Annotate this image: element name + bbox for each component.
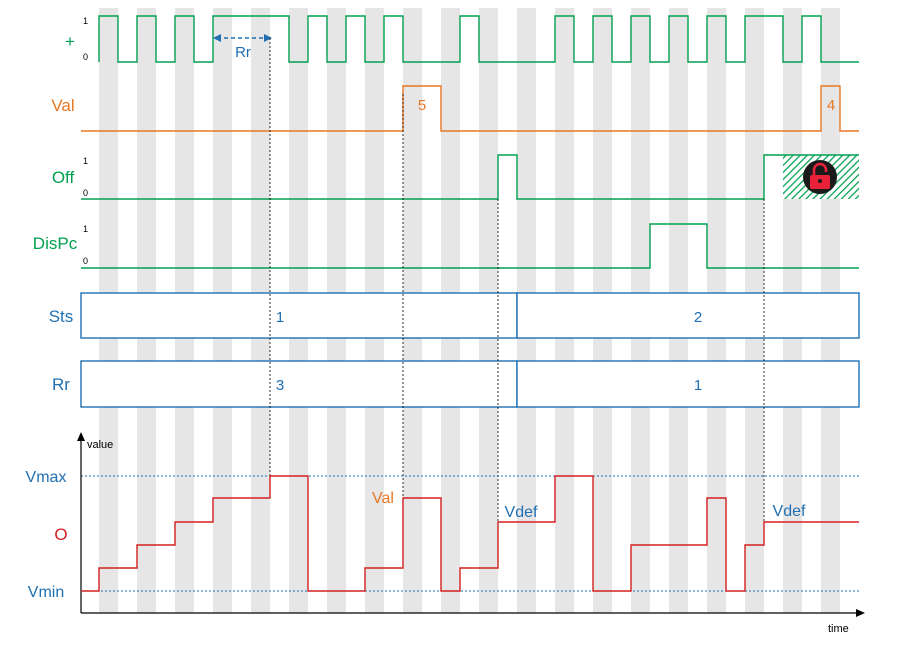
val-signal-label: Val (51, 96, 74, 115)
x-axis-label: time (828, 623, 849, 635)
plus-lo-level: 0 (83, 52, 88, 62)
sts-bus-value-2: 2 (694, 309, 702, 326)
sts-bus-value-1: 1 (276, 309, 284, 326)
sts-bus-label: Sts (49, 307, 74, 326)
x-axis-arrowhead (856, 609, 865, 617)
lock-icon (803, 160, 837, 194)
sts-bus-segment-2 (516, 292, 860, 339)
dispc-signal-row: DisPc 1 0 (33, 223, 859, 269)
val-pulse-value-1: 5 (418, 97, 426, 114)
vmax-label: Vmax (26, 469, 67, 486)
plus-signal-row: + 1 0 Rr (65, 15, 859, 63)
sts-bus-segment-1 (80, 292, 518, 339)
dispc-lo-level: 0 (83, 256, 88, 266)
dispc-waveform (81, 223, 859, 269)
dispc-signal-label: DisPc (33, 234, 78, 253)
val-signal-row: Val 5 4 (51, 85, 859, 132)
rr-interval-label: Rr (235, 44, 251, 61)
rr-bus-value-2: 1 (694, 377, 702, 394)
off-hi-level: 1 (83, 156, 88, 166)
plus-signal-label: + (65, 32, 75, 51)
output-waveform (81, 475, 859, 592)
rr-bus-label: Rr (52, 375, 70, 394)
rr-arrow-left-head (213, 34, 221, 42)
output-label: O (54, 525, 67, 544)
vmin-label: Vmin (28, 584, 64, 601)
rr-bus-segment-2 (516, 360, 860, 408)
rr-bus-row: Rr 3 1 (52, 360, 860, 408)
val-pulse-value-2: 4 (827, 97, 835, 114)
plus-waveform (98, 15, 859, 63)
output-val-annotation: Val (372, 490, 394, 507)
off-signal-label: Off (52, 168, 75, 187)
off-signal-row: Off 1 0 (52, 154, 859, 200)
sts-bus-row: Sts 1 2 (49, 292, 860, 339)
off-waveform (81, 154, 859, 200)
rr-arrow-right-head (264, 34, 272, 42)
output-vdef-annotation-2: Vdef (773, 503, 806, 520)
rr-bus-value-1: 3 (276, 377, 284, 394)
y-axis-arrowhead (77, 432, 85, 441)
output-vdef-annotation-1: Vdef (505, 504, 538, 521)
output-plot: value time Vmax Vmin O Val Vdef Vdef (26, 432, 865, 635)
rr-bus-segment-1 (80, 360, 518, 408)
reference-lines (269, 38, 765, 545)
dispc-hi-level: 1 (83, 224, 88, 234)
off-lo-level: 0 (83, 188, 88, 198)
val-waveform (81, 85, 859, 132)
plus-hi-level: 1 (83, 16, 88, 26)
y-axis-label: value (87, 439, 113, 451)
